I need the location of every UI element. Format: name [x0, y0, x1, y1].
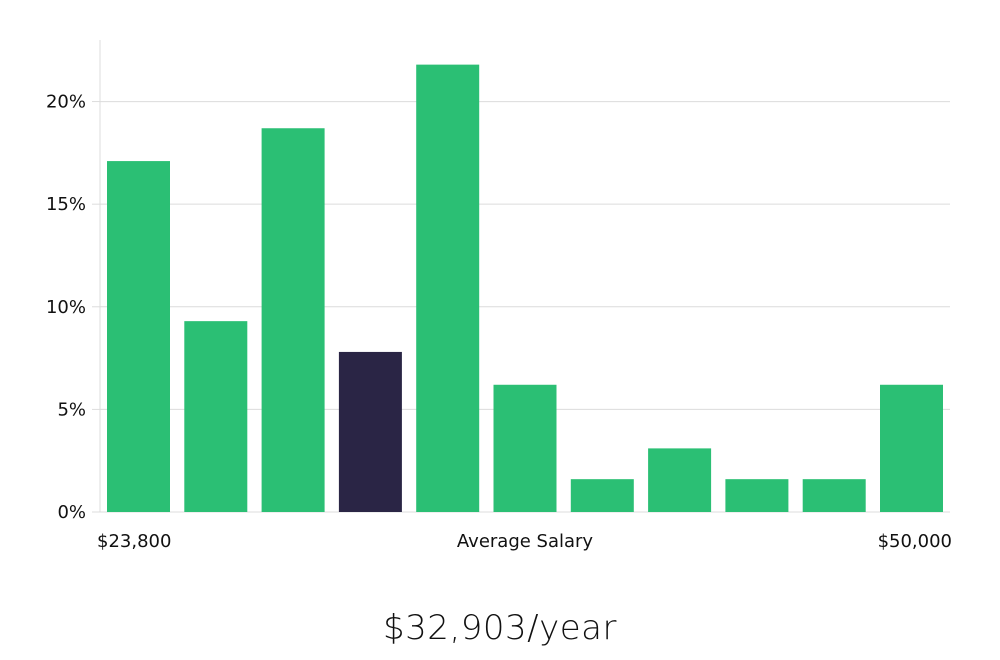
bar-1	[184, 321, 248, 512]
y-tick-label: 20%	[46, 92, 86, 113]
x-max-label: $50,000	[878, 531, 952, 552]
x-axis-title: Average Salary	[457, 531, 594, 552]
y-tick-label: 15%	[46, 194, 86, 215]
bar-10	[880, 384, 943, 512]
salary-histogram: 0% 5% 10% 15% 20% $23,800 Average Salary $50…	[46, 40, 952, 552]
bar-highlight-average	[338, 351, 402, 512]
bar-6	[570, 479, 634, 512]
bars	[107, 64, 943, 513]
bar-9	[802, 479, 866, 512]
y-tick-labels: 0% 5% 10% 15% 20%	[46, 92, 86, 523]
x-min-label: $23,800	[97, 531, 171, 552]
bar-5	[493, 384, 557, 512]
bar-0	[107, 161, 170, 513]
bar-7	[648, 448, 712, 512]
bar-4	[416, 64, 480, 512]
bar-8	[725, 479, 789, 512]
y-tick-label: 5%	[57, 399, 86, 420]
average-salary-value: $32,903/year	[383, 608, 617, 648]
bar-2	[261, 128, 325, 513]
y-tick-label: 0%	[57, 502, 86, 523]
y-tick-label: 10%	[46, 297, 86, 318]
